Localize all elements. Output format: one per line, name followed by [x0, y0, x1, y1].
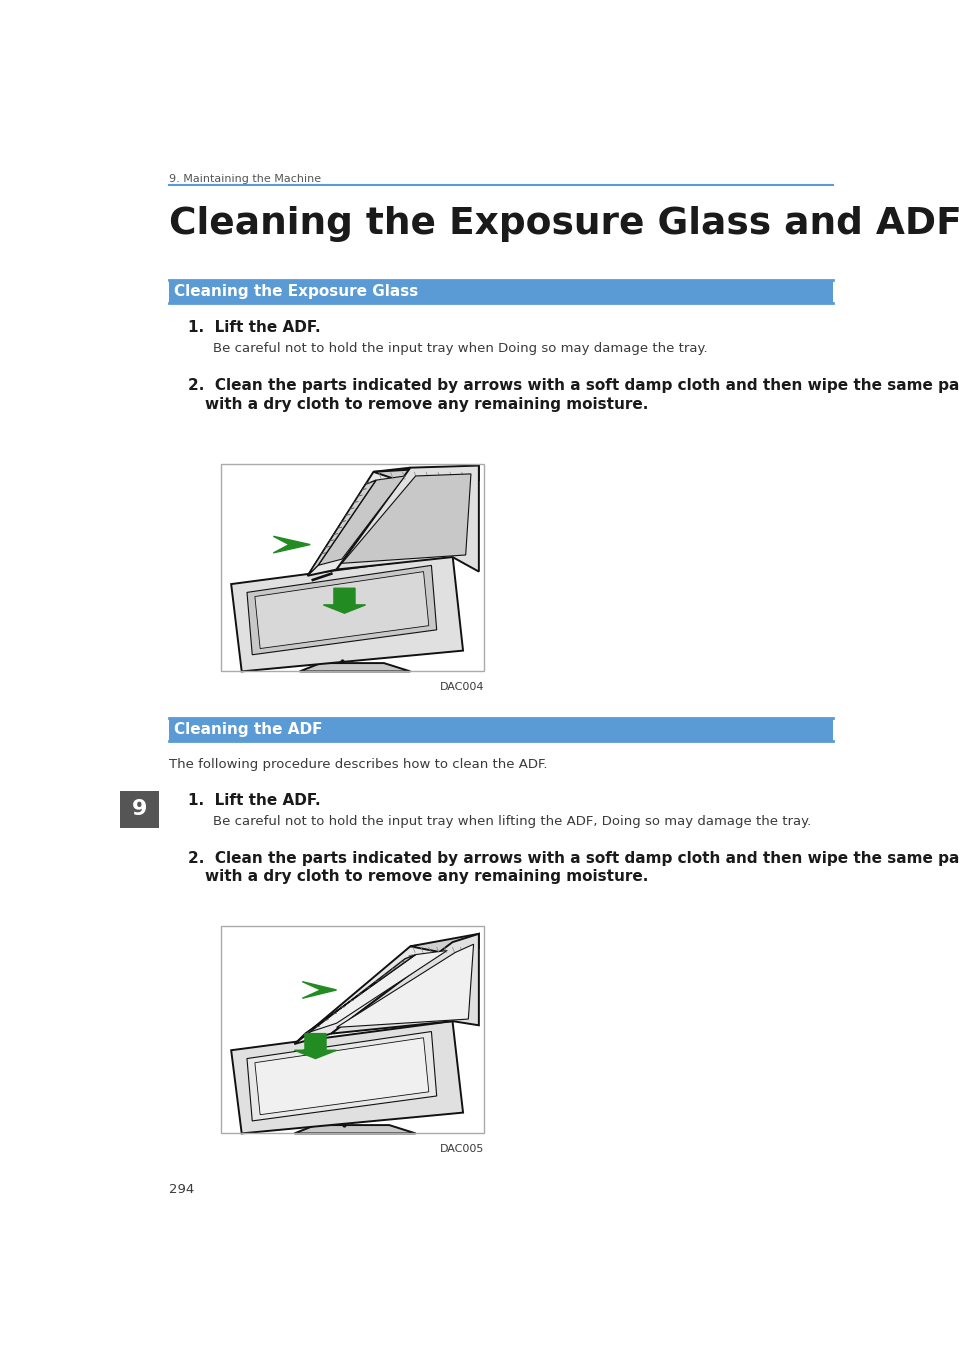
- Polygon shape: [255, 571, 429, 649]
- Polygon shape: [341, 473, 471, 563]
- Polygon shape: [294, 1034, 337, 1058]
- Text: Be careful not to hold the input tray when lifting the ADF, Doing so may damage : Be careful not to hold the input tray wh…: [213, 815, 811, 828]
- Text: Be careful not to hold the input tray when Doing so may damage the tray.: Be careful not to hold the input tray wh…: [213, 341, 708, 355]
- Text: DAC005: DAC005: [440, 1144, 484, 1155]
- Text: DAC004: DAC004: [439, 683, 484, 692]
- Polygon shape: [410, 934, 479, 955]
- Polygon shape: [373, 465, 479, 484]
- Polygon shape: [331, 934, 479, 1034]
- Polygon shape: [273, 536, 310, 554]
- Polygon shape: [337, 944, 474, 1027]
- Polygon shape: [231, 555, 463, 672]
- Polygon shape: [231, 1021, 463, 1133]
- FancyBboxPatch shape: [170, 718, 832, 741]
- Polygon shape: [255, 1038, 429, 1115]
- Polygon shape: [299, 664, 410, 672]
- Polygon shape: [318, 476, 405, 566]
- Polygon shape: [294, 942, 453, 1044]
- Text: with a dry cloth to remove any remaining moisture.: with a dry cloth to remove any remaining…: [205, 397, 648, 412]
- Polygon shape: [294, 1125, 415, 1133]
- Text: Cleaning the Exposure Glass and ADF: Cleaning the Exposure Glass and ADF: [170, 205, 959, 242]
- FancyBboxPatch shape: [170, 280, 832, 303]
- Text: 2.  Clean the parts indicated by arrows with a soft damp cloth and then wipe the: 2. Clean the parts indicated by arrows w…: [188, 851, 959, 866]
- Polygon shape: [302, 982, 337, 998]
- Text: 1.  Lift the ADF.: 1. Lift the ADF.: [188, 793, 320, 808]
- Polygon shape: [294, 955, 415, 1044]
- Polygon shape: [247, 1031, 436, 1121]
- Text: 9: 9: [131, 800, 147, 819]
- Polygon shape: [323, 589, 365, 613]
- Text: Cleaning the ADF: Cleaning the ADF: [175, 722, 322, 737]
- Text: 294: 294: [170, 1183, 195, 1197]
- Text: Cleaning the Exposure Glass: Cleaning the Exposure Glass: [175, 284, 418, 299]
- Polygon shape: [308, 468, 410, 575]
- FancyBboxPatch shape: [120, 790, 158, 828]
- Text: 9. Maintaining the Machine: 9. Maintaining the Machine: [170, 174, 321, 184]
- Text: The following procedure describes how to clean the ADF.: The following procedure describes how to…: [170, 758, 548, 771]
- Text: with a dry cloth to remove any remaining moisture.: with a dry cloth to remove any remaining…: [205, 869, 648, 884]
- Text: 1.  Lift the ADF.: 1. Lift the ADF.: [188, 321, 320, 336]
- Text: 2.  Clean the parts indicated by arrows with a soft damp cloth and then wipe the: 2. Clean the parts indicated by arrows w…: [188, 378, 959, 393]
- Polygon shape: [308, 480, 376, 575]
- Polygon shape: [337, 465, 479, 571]
- Polygon shape: [305, 951, 447, 1034]
- Polygon shape: [247, 566, 436, 654]
